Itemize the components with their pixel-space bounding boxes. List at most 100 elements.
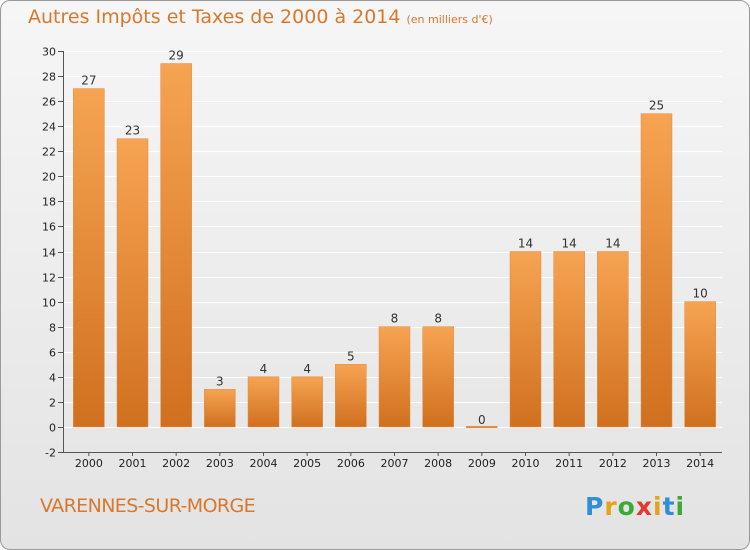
y-tick-label: 22 (42, 146, 56, 159)
x-tick-label: 2010 (512, 457, 540, 470)
x-tick-label: 2006 (337, 457, 365, 470)
value-label-2009: 0 (478, 413, 486, 427)
y-tick-label: -2 (45, 447, 56, 460)
bar-2002 (160, 63, 192, 428)
x-tick: 2011 (555, 452, 583, 470)
value-label-2004: 4 (260, 362, 268, 376)
y-tick: 22 (42, 146, 63, 159)
bar-2011 (553, 251, 585, 428)
logo-letter: P (585, 492, 605, 521)
y-tick: 24 (42, 121, 63, 134)
proxiti-logo[interactable]: Proxiti (585, 492, 685, 521)
y-tick: 0 (49, 422, 63, 435)
x-tick-label: 2002 (162, 457, 190, 470)
y-tick: 4 (49, 372, 63, 385)
value-labels: 27 23 29 3 4 4 5 8 8 0 14 14 14 25 10 (81, 49, 708, 427)
bar-2010 (509, 251, 542, 428)
value-label-2007: 8 (391, 312, 399, 326)
x-tick: 2003 (206, 452, 234, 470)
value-label-2012: 14 (605, 237, 620, 251)
y-tick-label: 24 (42, 121, 56, 134)
x-tick: 2013 (643, 452, 671, 470)
y-tick-label: 18 (42, 196, 56, 209)
y-tick: 6 (49, 347, 63, 360)
y-tick: 2 (49, 397, 63, 410)
logo-letter: x (635, 492, 653, 521)
value-label-2011: 14 (562, 237, 577, 251)
value-label-2001: 23 (125, 124, 140, 138)
logo-letter: i (675, 492, 686, 521)
x-tick: 2004 (250, 452, 278, 470)
y-tick-label: 20 (42, 171, 56, 184)
logo-letter: t (662, 492, 676, 521)
y-tick-label: 6 (49, 347, 56, 360)
unit-label: (en milliers d'€) (406, 13, 493, 26)
value-label-2002: 29 (169, 49, 184, 63)
value-label-2010: 14 (518, 237, 533, 251)
bar-2001 (116, 138, 149, 428)
y-tick-label: 0 (49, 422, 56, 435)
x-tick: 2000 (75, 452, 103, 470)
x-tick: 2006 (337, 452, 365, 470)
bar-2013 (640, 113, 673, 428)
y-tick-label: 16 (42, 221, 56, 234)
bar-2000 (73, 88, 105, 428)
x-tick-label: 2014 (686, 457, 714, 470)
x-tick: 2010 (512, 452, 540, 470)
y-tick-label: 30 (42, 46, 56, 59)
y-tick: -2 (45, 447, 63, 460)
value-label-2005: 4 (303, 362, 311, 376)
x-tick: 2007 (381, 452, 409, 470)
x-tick-label: 2009 (468, 457, 496, 470)
y-tick: 26 (42, 96, 63, 109)
x-tick: 2008 (424, 452, 452, 470)
bar-2008 (422, 326, 454, 428)
value-label-2008: 8 (434, 312, 442, 326)
y-tick: 12 (42, 272, 63, 285)
bar-2003 (204, 389, 236, 428)
value-label-2003: 3 (216, 374, 224, 388)
value-label-2013: 25 (649, 99, 664, 113)
y-tick: 20 (42, 171, 63, 184)
bar-2006 (335, 364, 367, 428)
y-tick-label: 26 (42, 96, 56, 109)
y-tick-label: 8 (49, 322, 56, 335)
chart-title: Autres Impôts et Taxes de 2000 à 2014 (en… (28, 6, 493, 28)
bar-2007 (378, 326, 411, 428)
x-tick-label: 2005 (293, 457, 321, 470)
bar-2009 (466, 425, 498, 428)
town-name: VARENNES-SUR-MORGE (40, 495, 256, 517)
value-label-2000: 27 (81, 74, 96, 88)
y-tick: 16 (42, 221, 63, 234)
x-tick-label: 2003 (206, 457, 234, 470)
y-tick: 10 (42, 297, 63, 310)
x-tick: 2001 (119, 452, 147, 470)
y-tick: 18 (42, 196, 63, 209)
value-label-2006: 5 (347, 349, 355, 363)
x-tick: 2012 (599, 452, 627, 470)
y-tick: 28 (42, 71, 63, 84)
logo-letter: i (653, 492, 663, 521)
bar-2012 (597, 251, 629, 428)
y-tick: 30 (42, 46, 63, 59)
y-tick-label: 12 (42, 272, 56, 285)
y-tick: 14 (42, 247, 63, 260)
x-tick: 2009 (468, 452, 496, 470)
x-tick-label: 2012 (599, 457, 627, 470)
x-tick-label: 2008 (424, 457, 452, 470)
x-tick-label: 2000 (75, 457, 103, 470)
x-tick: 2002 (162, 452, 190, 470)
x-tick: 2014 (686, 452, 714, 470)
y-tick-label: 2 (49, 397, 56, 410)
y-tick-label: 28 (42, 71, 56, 84)
logo-letter: o (617, 492, 636, 521)
logo-letter: r (604, 492, 618, 521)
x-tick-label: 2007 (381, 457, 409, 470)
bar-2014 (684, 301, 716, 428)
bar-2004 (247, 376, 280, 428)
value-label-2014: 10 (693, 287, 708, 301)
title-text: Autres Impôts et Taxes de 2000 à 2014 (28, 6, 401, 28)
